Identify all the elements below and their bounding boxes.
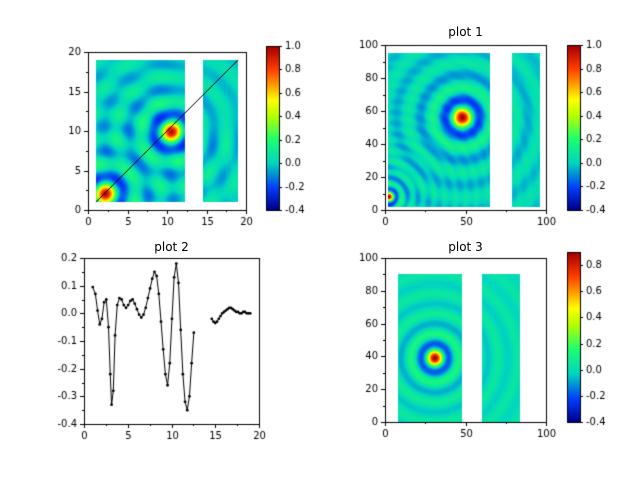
plot-2-title: plot 2 xyxy=(154,240,189,254)
plot-3-title: plot 3 xyxy=(448,240,483,254)
plot-1-title: plot 1 xyxy=(448,25,483,39)
